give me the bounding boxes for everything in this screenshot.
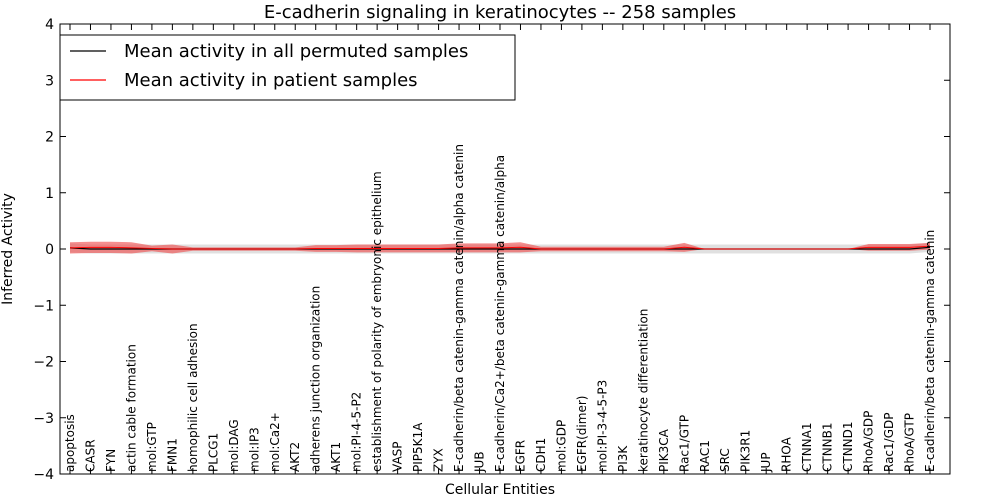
category-label: homophilic cell adhesion (186, 323, 200, 472)
line-series-1 (69, 245, 931, 250)
category-label: actin cable formation (124, 344, 138, 472)
y-tick-label: −1 (33, 298, 54, 314)
category-label: adherens junction organization (309, 286, 323, 472)
legend-label-permuted: Mean activity in all permuted samples (124, 41, 468, 62)
category-label: CTNNA1 (800, 422, 814, 472)
category-label: FYN (104, 449, 118, 472)
category-label: apoptosis (63, 414, 77, 472)
series-lines (69, 245, 931, 250)
category-label: mol:PI-4-5-P2 (350, 392, 364, 472)
category-label: JUB (473, 451, 487, 473)
category-label: CTNND1 (841, 421, 855, 472)
category-label: VASP (391, 441, 405, 472)
category-label: mol:IP3 (247, 427, 261, 472)
category-label: SRC (718, 448, 732, 472)
category-label: E-cadherin/Ca2+/beta catenin-gamma caten… (493, 155, 507, 472)
y-tick-label: −2 (33, 355, 54, 371)
legend-box (59, 34, 516, 101)
category-label: E-cadherin/beta catenin-gamma catenin (923, 230, 937, 472)
y-tick-label: 0 (45, 242, 54, 258)
category-label: RhoA/GDP (862, 411, 876, 472)
category-label: establishment of polarity of embryonic e… (370, 171, 384, 472)
category-label: PIP5K1A (411, 422, 425, 472)
category-label: CDH1 (534, 438, 548, 472)
y-tick-label: 2 (45, 130, 54, 146)
category-label: PIK3CA (657, 428, 671, 472)
category-label: EGFR (513, 440, 527, 472)
category-label: FMN1 (165, 438, 179, 472)
category-label: AKT1 (329, 442, 343, 472)
category-labels: apoptosis CASR FYN actin cable formation mol… (63, 144, 937, 473)
category-label: PIK3R1 (739, 430, 753, 472)
category-label: EGFR(dimer) (575, 396, 589, 472)
category-label: RhoA/GTP (903, 413, 917, 472)
y-tick-label: 3 (45, 73, 54, 89)
category-label: E-cadherin/beta catenin-gamma catenin/al… (452, 144, 466, 472)
y-axis-ticks: −4 −3 −2 −1 0 1 2 3 4 (33, 17, 950, 483)
category-label: mol:Ca2+ (268, 412, 282, 472)
category-label: mol:GDP (554, 420, 568, 472)
category-label: RHOA (780, 436, 794, 472)
x-axis-ticks (69, 24, 931, 474)
category-label: mol:GTP (145, 422, 159, 472)
category-label: keratinocyte differentiation (636, 309, 650, 472)
category-label: JUP (759, 452, 773, 473)
category-label: mol:DAG (227, 419, 241, 472)
y-tick-label: −4 (33, 467, 54, 483)
category-label: CASR (83, 439, 97, 472)
category-label: Rac1/GTP (677, 415, 691, 472)
category-label: ZYX (432, 448, 446, 472)
category-label: AKT2 (288, 442, 302, 472)
category-label: PLCG1 (206, 433, 220, 472)
category-label: CTNNB1 (821, 422, 835, 472)
x-axis-title: Cellular Entities (445, 482, 555, 498)
y-axis-title: Inferred Activity (0, 193, 16, 305)
y-tick-label: 4 (45, 17, 54, 33)
y-tick-label: 1 (45, 186, 54, 202)
category-label: Rac1/GDP (882, 413, 896, 472)
legend-label-patient: Mean activity in patient samples (124, 70, 418, 91)
category-label: mol:PI-3-4-5-P3 (595, 380, 609, 472)
y-tick-label: −3 (33, 411, 54, 427)
category-label: PI3K (616, 445, 630, 472)
category-label: RAC1 (698, 440, 712, 472)
chart-title: E-cadherin signaling in keratinocytes --… (264, 2, 736, 23)
legend: Mean activity in all permuted samples Me… (59, 34, 516, 101)
